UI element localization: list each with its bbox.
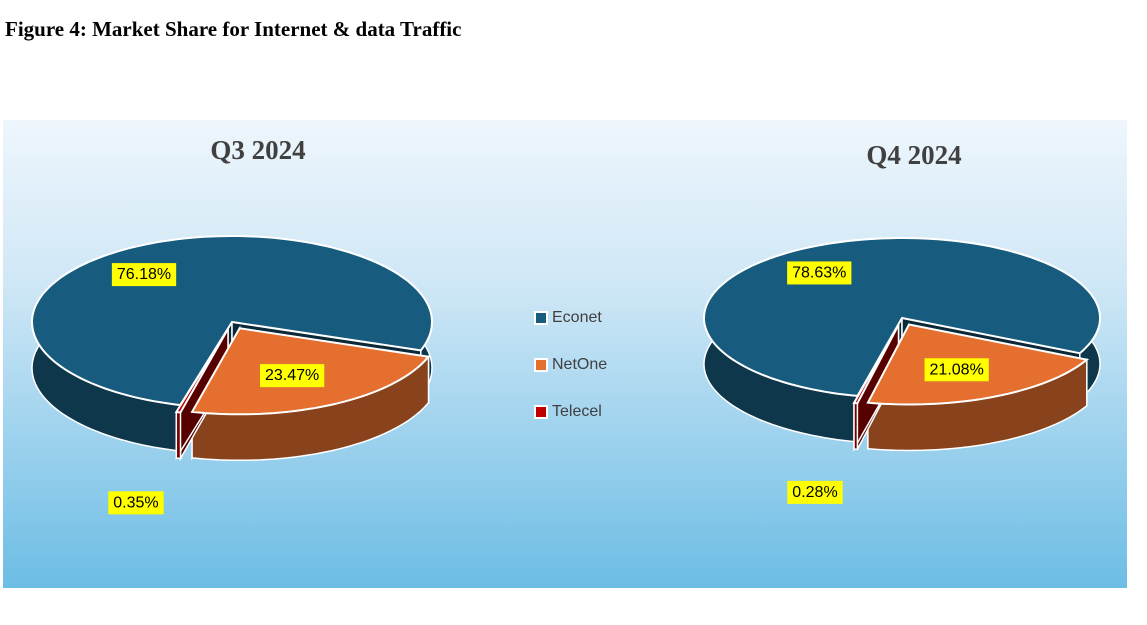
pie-chart: 78.63% 21.08% 0.28% xyxy=(703,237,1102,504)
data-label: 21.08% xyxy=(930,361,984,378)
data-label: 23.47% xyxy=(265,367,319,384)
legend-label: Econet xyxy=(552,309,602,326)
legend-swatch xyxy=(534,311,548,325)
data-label: 78.63% xyxy=(792,264,846,281)
slice-side xyxy=(853,402,859,451)
data-label-box xyxy=(111,263,177,287)
data-label-box xyxy=(260,364,325,388)
data-label: 76.18% xyxy=(117,266,171,283)
chart-title: Q3 2024 xyxy=(210,135,305,165)
data-label-box xyxy=(924,358,989,382)
legend-swatch xyxy=(534,358,548,372)
legend-label: Telecel xyxy=(552,403,602,420)
data-label-box xyxy=(108,491,164,515)
pie-chart: 76.18% 23.47% 0.35% Econet NetOne Telecel xyxy=(30,235,607,515)
pie-slice xyxy=(852,324,900,405)
figure-caption: Figure 4: Market Share for Internet & da… xyxy=(5,17,461,41)
legend-label: NetOne xyxy=(552,356,607,373)
data-label: 0.35% xyxy=(113,494,158,511)
data-label-box xyxy=(787,261,852,285)
pie-slice xyxy=(174,328,229,414)
legend-swatch xyxy=(534,405,548,419)
data-label: 0.28% xyxy=(792,484,837,501)
slice-side xyxy=(175,411,182,460)
data-label-box xyxy=(787,480,843,504)
chart-title: Q4 2024 xyxy=(866,140,961,170)
